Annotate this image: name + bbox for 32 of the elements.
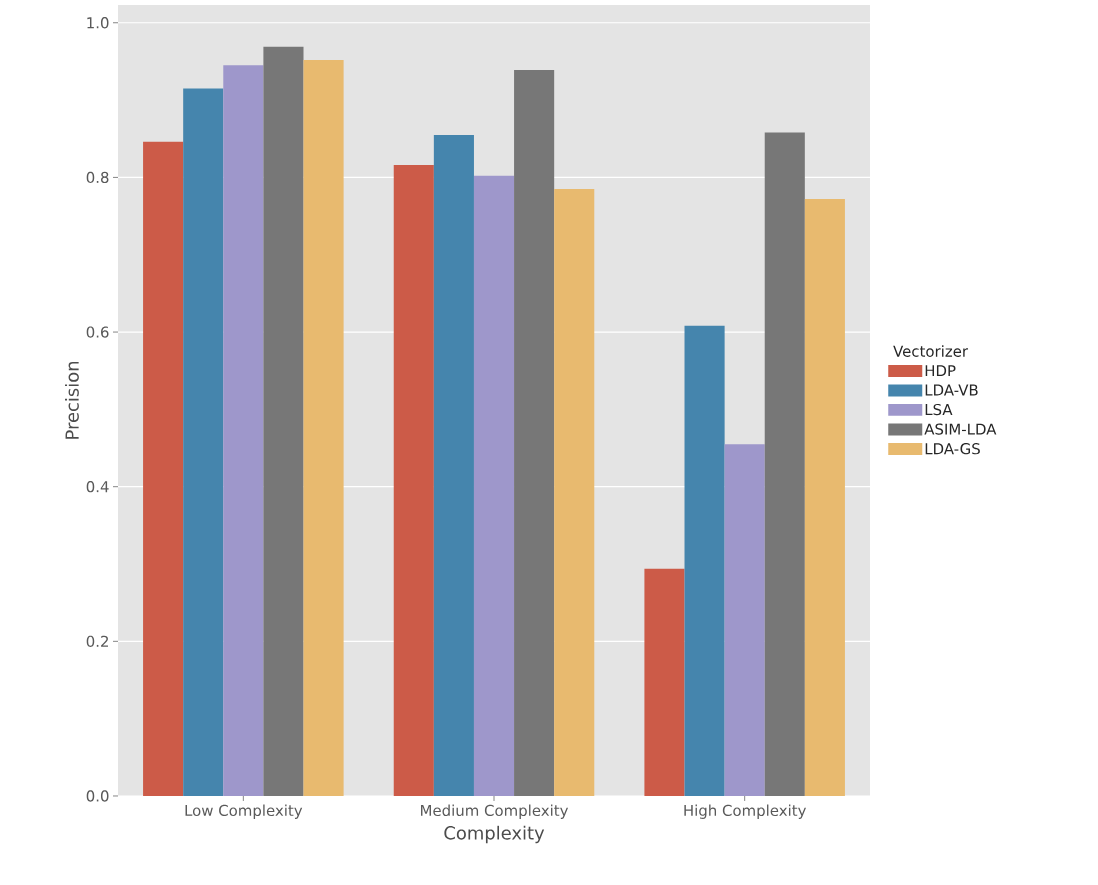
legend-label: LSA <box>925 403 953 416</box>
bar <box>514 69 555 796</box>
x-tick-label: Medium Complexity <box>421 804 569 819</box>
legend-title: Vectorizer <box>893 345 969 357</box>
bar <box>473 175 515 796</box>
x-tick-label: Low Complexity <box>185 804 303 819</box>
bar <box>183 88 224 796</box>
bar <box>303 59 344 796</box>
legend-label: LDA-GS <box>925 443 980 455</box>
y-tick-label: 0.8 <box>86 171 109 184</box>
bar <box>554 189 595 796</box>
bar <box>223 65 264 796</box>
bar <box>644 568 685 796</box>
y-tick-label: 0.6 <box>86 326 109 338</box>
bar <box>433 134 474 796</box>
legend-label: ASIM-LDA <box>924 423 997 435</box>
bar <box>804 199 845 796</box>
legend-label: HDP <box>925 365 956 377</box>
y-tick-label: 1.0 <box>87 17 109 29</box>
bar <box>143 141 184 796</box>
bar <box>764 132 805 796</box>
y-tick-label: 0.0 <box>86 790 109 802</box>
bar <box>724 444 765 796</box>
legend-label: LDA-VB <box>925 384 978 396</box>
x-axis-title: Complexity <box>444 825 545 844</box>
bar <box>263 46 304 796</box>
y-axis-title: Precision <box>65 361 79 439</box>
bar <box>684 325 725 796</box>
x-tick-label: High Complexity <box>684 804 806 819</box>
y-tick-label: 0.4 <box>86 481 109 493</box>
bar <box>393 165 434 796</box>
y-tick-label: 0.2 <box>86 635 108 647</box>
